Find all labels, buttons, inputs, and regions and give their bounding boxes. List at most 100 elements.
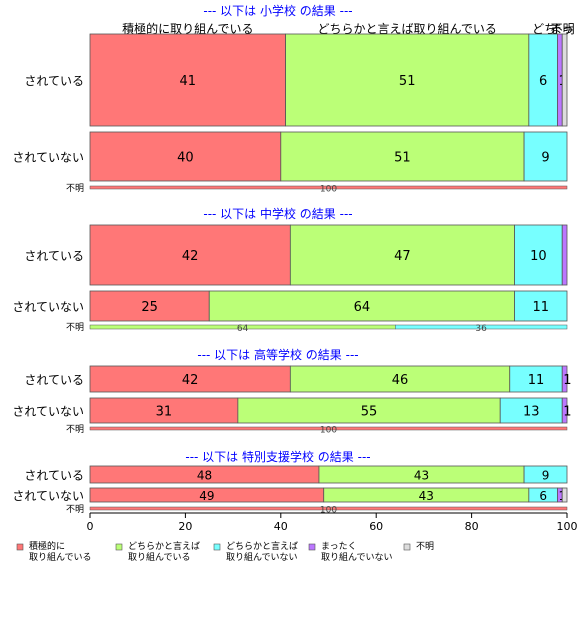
row-label: されている bbox=[24, 249, 84, 263]
bar-segment bbox=[514, 290, 568, 322]
x-tick-label: 100 bbox=[557, 520, 578, 533]
group-title: --- 以下は 中学校 の結果 --- bbox=[203, 206, 352, 221]
legend-label: 積極的に bbox=[29, 540, 65, 552]
data-label: 10 bbox=[530, 249, 547, 264]
legend-swatch bbox=[16, 543, 24, 551]
data-label: 48 bbox=[197, 469, 212, 483]
bar-segment bbox=[89, 131, 282, 182]
data-label: 41 bbox=[180, 74, 197, 89]
top-category-label: まっ bbox=[550, 22, 574, 36]
bar-segment bbox=[280, 131, 525, 182]
bar-segment bbox=[561, 33, 568, 127]
legend-swatch bbox=[213, 543, 221, 551]
bar-segment bbox=[509, 365, 563, 393]
data-label: 43 bbox=[414, 469, 429, 483]
data-label: 51 bbox=[399, 74, 416, 89]
data-label: 31 bbox=[156, 405, 173, 420]
data-label: 100 bbox=[320, 506, 337, 516]
bar-segment bbox=[89, 506, 568, 511]
bar-segment bbox=[514, 224, 563, 286]
legend-label: 取り組んでいない bbox=[226, 551, 298, 563]
data-label: 42 bbox=[182, 373, 199, 388]
row-label: されていない bbox=[12, 405, 84, 419]
bar-segment bbox=[561, 487, 568, 503]
bar-segment bbox=[395, 324, 568, 330]
row-label: されていない bbox=[12, 489, 84, 503]
legend-swatch bbox=[115, 543, 123, 551]
row-label: されている bbox=[24, 469, 84, 483]
data-label: 42 bbox=[182, 249, 199, 264]
bar-segment bbox=[89, 224, 291, 286]
data-label: 100 bbox=[320, 426, 337, 436]
data-label: 6 bbox=[539, 489, 547, 503]
legend-label: どちらかと言えば bbox=[128, 540, 200, 552]
data-label: 25 bbox=[141, 300, 158, 315]
bar-segment bbox=[89, 397, 239, 424]
data-label: 49 bbox=[199, 489, 214, 503]
bar-segment bbox=[89, 426, 568, 431]
x-tick-label: 20 bbox=[178, 520, 192, 533]
top-category-label: どち bbox=[532, 22, 556, 36]
bar-segment bbox=[523, 465, 568, 484]
data-label: 11 bbox=[528, 373, 545, 388]
group-title: --- 以下は 特別支援学校 の結果 --- bbox=[185, 449, 370, 464]
bar-segment bbox=[89, 185, 568, 190]
legend-label: 取り組んでいない bbox=[321, 551, 393, 563]
data-label: 40 bbox=[177, 151, 194, 166]
bar-segment bbox=[89, 33, 286, 127]
legend-label: 取り組んでいる bbox=[128, 551, 191, 563]
bar-segment bbox=[528, 33, 558, 127]
row-label: 不明 bbox=[66, 183, 84, 194]
data-label: 55 bbox=[361, 405, 378, 420]
group-title: --- 以下は 小学校 の結果 --- bbox=[203, 3, 352, 18]
legend-swatch bbox=[403, 543, 411, 551]
x-tick-label: 80 bbox=[465, 520, 479, 533]
data-label: 46 bbox=[392, 373, 409, 388]
data-label: 100 bbox=[320, 185, 337, 195]
data-label: 43 bbox=[419, 489, 434, 503]
row-label: 不明 bbox=[66, 322, 84, 333]
data-label: 11 bbox=[532, 300, 549, 315]
bar-segment bbox=[237, 397, 501, 424]
bar-segment bbox=[499, 397, 563, 424]
top-category-label: 積極的に取り組んでいる bbox=[122, 21, 253, 36]
data-label: 6 bbox=[539, 74, 547, 89]
row-label: 不明 bbox=[66, 424, 84, 435]
data-label: 51 bbox=[394, 151, 411, 166]
row-label: されている bbox=[24, 373, 84, 387]
legend-label: 不明 bbox=[416, 541, 434, 552]
bar-segment bbox=[89, 290, 210, 322]
top-category-label: 不明 bbox=[551, 22, 575, 36]
row-label: 不明 bbox=[66, 504, 84, 515]
bar-segment bbox=[561, 224, 568, 286]
data-label: 1 bbox=[563, 405, 571, 420]
data-label: 36 bbox=[475, 324, 487, 334]
bar-segment bbox=[289, 224, 515, 286]
legend-label: まったく bbox=[321, 541, 357, 552]
data-label: 47 bbox=[394, 249, 411, 264]
data-label: 9 bbox=[541, 151, 549, 166]
data-label: 64 bbox=[354, 300, 371, 315]
bar-segment bbox=[561, 397, 568, 424]
top-category-label: どちらかと言えば取り組んでいる bbox=[318, 22, 497, 36]
x-tick-label: 60 bbox=[369, 520, 383, 533]
bar-segment bbox=[523, 131, 568, 182]
bar-segment bbox=[208, 290, 515, 322]
data-label: 64 bbox=[237, 324, 249, 334]
bar-segment bbox=[285, 33, 530, 127]
row-label: されていない bbox=[12, 300, 84, 314]
row-label: されている bbox=[24, 74, 84, 88]
group-title: --- 以下は 高等学校 の結果 --- bbox=[197, 347, 358, 362]
x-tick-label: 40 bbox=[274, 520, 288, 533]
bar-segment bbox=[561, 365, 568, 393]
legend-label: 取り組んでいる bbox=[29, 551, 92, 563]
legend-swatch bbox=[308, 543, 316, 551]
row-label: されていない bbox=[12, 151, 84, 165]
bar-segment bbox=[289, 365, 511, 393]
data-label: 9 bbox=[542, 469, 550, 483]
data-label: 1 bbox=[563, 373, 571, 388]
data-label: 13 bbox=[523, 405, 540, 420]
x-tick-label: 0 bbox=[87, 520, 94, 533]
legend-label: どちらかと言えば bbox=[226, 540, 298, 552]
